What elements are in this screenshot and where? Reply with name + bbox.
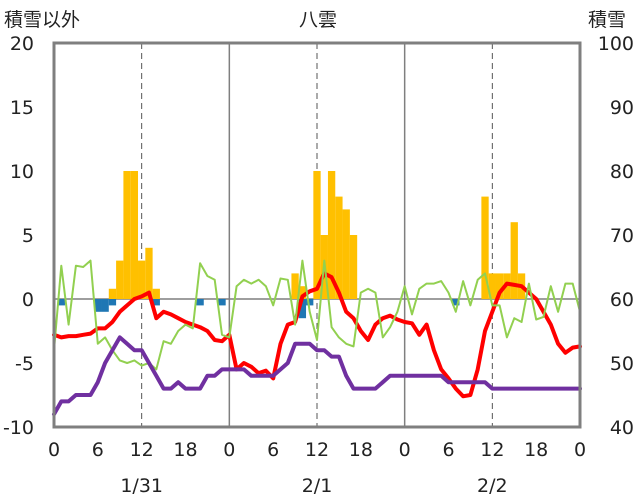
bar bbox=[123, 171, 131, 299]
x-tick-label: 18 bbox=[173, 439, 197, 461]
bar bbox=[196, 299, 204, 306]
right-tick-label: 40 bbox=[610, 417, 634, 439]
bar bbox=[94, 299, 102, 312]
bar bbox=[313, 171, 321, 299]
right-tick-label: 50 bbox=[610, 353, 634, 375]
bar bbox=[298, 286, 307, 299]
bar bbox=[145, 247, 153, 299]
left-axis-label: 積雪以外 bbox=[4, 9, 80, 31]
x-tick-label: 0 bbox=[48, 439, 60, 461]
bar bbox=[108, 288, 117, 299]
x-tick-label: 12 bbox=[305, 439, 329, 461]
day-label: 1/31 bbox=[120, 475, 163, 497]
bar bbox=[488, 273, 496, 299]
bar bbox=[152, 288, 160, 299]
lines-layer bbox=[52, 259, 582, 417]
x-tick-label: 0 bbox=[399, 439, 411, 461]
left-tick-label: 5 bbox=[22, 225, 34, 247]
bar bbox=[138, 260, 146, 299]
right-axis-label: 積雪 bbox=[588, 9, 626, 31]
x-tick-label: 0 bbox=[574, 439, 586, 461]
chart-title: 八雲 bbox=[299, 9, 337, 31]
day-label: 2/1 bbox=[302, 475, 333, 497]
series-line bbox=[52, 335, 582, 417]
day-label: 2/2 bbox=[477, 475, 508, 497]
bar bbox=[342, 209, 350, 299]
left-tick-label: 10 bbox=[10, 161, 34, 183]
bar bbox=[495, 273, 504, 299]
left-tick-label: 0 bbox=[22, 289, 34, 311]
bar bbox=[510, 222, 518, 299]
bar bbox=[306, 299, 314, 306]
bar bbox=[335, 196, 343, 299]
right-tick-label: 70 bbox=[610, 225, 634, 247]
bar bbox=[218, 299, 226, 306]
axis-labels: 積雪以外 八雲 積雪 bbox=[4, 9, 626, 31]
x-tick-label: 12 bbox=[480, 439, 504, 461]
right-tick-label: 100 bbox=[598, 33, 634, 55]
right-tick-label: 90 bbox=[610, 97, 634, 119]
bar bbox=[349, 235, 358, 299]
right-tick-label: 80 bbox=[610, 161, 634, 183]
right-tick-label: 60 bbox=[610, 289, 634, 311]
x-tick-label: 6 bbox=[267, 439, 279, 461]
series-line bbox=[53, 259, 581, 371]
x-tick-label: 0 bbox=[223, 439, 235, 461]
bar bbox=[116, 260, 124, 299]
bar bbox=[481, 196, 489, 299]
plot-frame bbox=[52, 41, 582, 429]
bar bbox=[452, 299, 460, 306]
left-tick-label: 20 bbox=[10, 33, 34, 55]
bar bbox=[130, 171, 139, 299]
x-tick-label: 12 bbox=[130, 439, 154, 461]
x-tick-label: 6 bbox=[442, 439, 454, 461]
bar bbox=[152, 299, 160, 306]
bar bbox=[108, 299, 117, 306]
bar bbox=[327, 171, 336, 299]
x-tick-label: 18 bbox=[349, 439, 373, 461]
bar bbox=[291, 273, 299, 299]
left-tick-label: -5 bbox=[15, 353, 34, 375]
x-tick-label: 18 bbox=[524, 439, 548, 461]
bar bbox=[101, 299, 109, 312]
left-tick-label: -10 bbox=[3, 417, 34, 439]
series-line bbox=[52, 271, 582, 399]
bar bbox=[57, 299, 65, 306]
bar bbox=[298, 299, 307, 319]
left-tick-label: 15 bbox=[10, 97, 34, 119]
x-tick-label: 6 bbox=[92, 439, 104, 461]
